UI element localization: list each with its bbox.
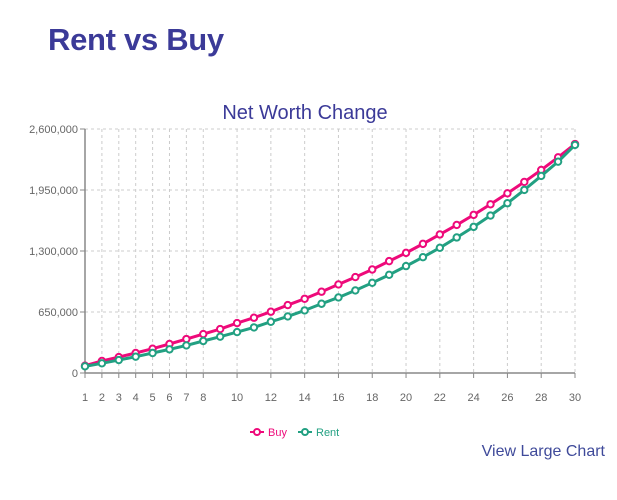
buy-data-point bbox=[334, 280, 343, 289]
x-tick-label: 10 bbox=[231, 392, 243, 404]
x-tick-label: 20 bbox=[400, 392, 412, 404]
buy-series-line bbox=[84, 142, 576, 368]
x-tick-label: 16 bbox=[332, 392, 344, 404]
rent-data-point bbox=[486, 211, 495, 220]
legend-item-rent[interactable]: Rent bbox=[298, 427, 339, 439]
x-tick-label: 22 bbox=[434, 392, 446, 404]
x-tick-label: 7 bbox=[183, 392, 189, 404]
rent-data-point bbox=[537, 171, 546, 181]
x-tick-label: 26 bbox=[501, 392, 513, 404]
rent-data-point bbox=[570, 140, 580, 150]
rent-data-point bbox=[165, 345, 174, 354]
page-title: Rent vs Buy bbox=[48, 22, 224, 57]
rent-data-point bbox=[553, 157, 563, 166]
rent-data-point bbox=[384, 270, 394, 280]
buy-data-point bbox=[503, 189, 512, 198]
buy-data-point bbox=[486, 200, 495, 209]
y-tick-label: 650,000 bbox=[38, 307, 78, 319]
x-tick-label: 3 bbox=[116, 392, 122, 404]
buy-data-point bbox=[266, 307, 276, 316]
x-tick-label: 14 bbox=[299, 392, 311, 404]
rent-data-point bbox=[148, 348, 157, 358]
rent-data-point bbox=[232, 327, 242, 337]
x-tick-label: 24 bbox=[467, 392, 479, 404]
y-tick-label: 0 bbox=[72, 368, 78, 380]
buy-data-point bbox=[469, 210, 478, 220]
buy-data-point bbox=[232, 318, 242, 328]
y-tick-label: 1,950,000 bbox=[29, 185, 78, 197]
legend-buy-label: Buy bbox=[268, 427, 287, 439]
x-tick-label: 30 bbox=[569, 392, 581, 404]
x-tick-label: 6 bbox=[166, 392, 172, 404]
rent-data-point bbox=[401, 261, 411, 271]
x-tick-label: 2 bbox=[99, 392, 105, 404]
rent-data-point bbox=[199, 336, 208, 346]
rent-data-point bbox=[266, 317, 276, 326]
buy-data-point bbox=[520, 177, 529, 187]
legend-item-buy[interactable]: Buy bbox=[250, 427, 287, 439]
rent-data-point bbox=[452, 233, 461, 242]
x-tick-label: 18 bbox=[366, 392, 378, 404]
rent-data-point bbox=[97, 359, 107, 368]
rent-data-point bbox=[334, 293, 343, 302]
rent-data-point bbox=[368, 278, 377, 288]
buy-data-point bbox=[435, 230, 445, 239]
legend-rent-marker-icon bbox=[301, 428, 309, 436]
rent-data-point bbox=[182, 341, 191, 350]
rent-data-point bbox=[114, 355, 123, 365]
buy-data-point bbox=[215, 324, 225, 334]
buy-data-point bbox=[418, 239, 428, 249]
rent-data-point bbox=[520, 185, 529, 195]
x-tick-label: 4 bbox=[133, 392, 139, 404]
buy-data-point bbox=[351, 272, 360, 282]
buy-data-point bbox=[283, 300, 292, 310]
buy-data-point bbox=[249, 313, 259, 322]
buy-data-point bbox=[199, 329, 208, 339]
legend-rent-label: Rent bbox=[316, 427, 339, 439]
x-tick-label: 5 bbox=[150, 392, 156, 404]
buy-data-point bbox=[401, 248, 411, 258]
x-tick-label: 8 bbox=[200, 392, 206, 404]
legend-buy-marker-icon bbox=[253, 428, 261, 436]
rent-data-point bbox=[300, 306, 309, 315]
buy-data-point bbox=[300, 294, 309, 303]
rent-series-line bbox=[84, 143, 577, 368]
rent-data-point bbox=[215, 332, 225, 341]
buy-data-point bbox=[384, 256, 394, 266]
rent-data-point bbox=[351, 286, 360, 295]
x-tick-label: 12 bbox=[265, 392, 277, 404]
buy-data-point bbox=[368, 265, 377, 274]
chart-title: Net Worth Change bbox=[222, 102, 387, 124]
rent-data-point bbox=[503, 199, 512, 208]
rent-data-point bbox=[80, 362, 90, 371]
buy-data-point bbox=[452, 220, 461, 230]
rent-data-point bbox=[283, 312, 292, 321]
x-tick-label: 1 bbox=[82, 392, 88, 404]
rent-data-point bbox=[317, 299, 326, 308]
y-tick-label: 2,600,000 bbox=[29, 124, 78, 136]
y-tick-label: 1,300,000 bbox=[29, 246, 78, 258]
rent-data-point bbox=[131, 352, 140, 361]
rent-data-point bbox=[469, 222, 478, 232]
rent-data-point bbox=[418, 252, 428, 262]
rent-data-point bbox=[249, 323, 259, 332]
x-tick-label: 28 bbox=[535, 392, 547, 404]
rent-data-point bbox=[435, 243, 445, 253]
view-large-chart-link[interactable]: View Large Chart bbox=[481, 443, 605, 460]
buy-data-point bbox=[317, 287, 326, 296]
